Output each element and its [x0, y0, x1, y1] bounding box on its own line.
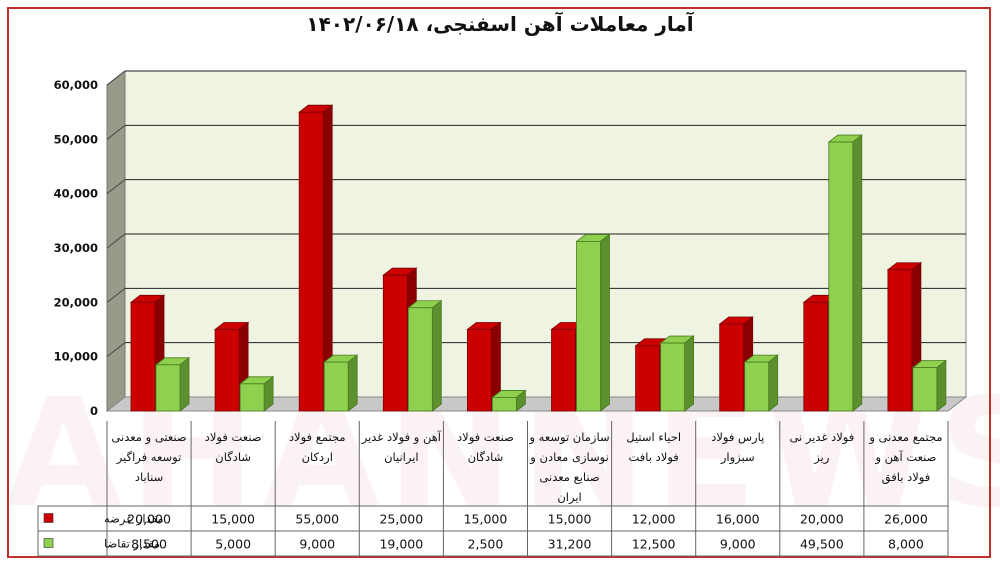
- bar-demand: [155, 364, 181, 412]
- bar-demand-side: [179, 356, 190, 412]
- x-category-label: ایران: [557, 490, 581, 505]
- bar-offer: [298, 111, 324, 412]
- data-value-label: 26,000: [884, 512, 928, 527]
- x-category-label: پارس فولاد: [711, 430, 764, 445]
- data-value-label: 31,200: [548, 537, 592, 552]
- bar-demand: [239, 383, 265, 412]
- data-value-label: 49,500: [800, 537, 844, 552]
- y-tick-label: 60,000: [54, 78, 98, 92]
- x-category-label: شادگان: [468, 450, 504, 464]
- data-value-label: 9,000: [299, 537, 335, 552]
- x-category-label: اردکان: [302, 450, 333, 465]
- data-value-label: 16,000: [716, 512, 760, 527]
- data-value-label: 25,000: [379, 512, 423, 527]
- bar-demand: [576, 241, 601, 412]
- data-value-label: 15,000: [464, 512, 508, 527]
- data-value-label: 9,000: [720, 537, 756, 552]
- data-value-label: 19,000: [379, 537, 423, 552]
- legend-label: مقدار عرضه: [104, 512, 164, 527]
- bar-offer: [382, 274, 408, 412]
- bar-demand-side: [600, 233, 610, 412]
- x-category-label: فولاد غدیر نی: [789, 430, 854, 445]
- gridline-side: [106, 70, 126, 86]
- x-category-label: ایرانیان: [384, 450, 419, 465]
- data-value-label: 5,000: [215, 537, 251, 552]
- data-value-label: 2,500: [468, 537, 504, 552]
- chart-title: آمار معاملات آهن اسفنجی، ۱۴۰۲/۰۶/۱۸: [306, 12, 694, 36]
- data-value-label: 8,500: [131, 537, 167, 552]
- data-value-label: 8,000: [888, 537, 924, 552]
- bar-offer: [719, 323, 745, 412]
- data-value-label: 15,000: [548, 512, 592, 527]
- y-tick-label: 30,000: [54, 241, 98, 255]
- bar-offer: [551, 329, 576, 412]
- bar-offer: [803, 301, 829, 412]
- gridline-side: [106, 287, 126, 303]
- bar-demand: [828, 141, 854, 412]
- bar-demand-side: [684, 335, 694, 412]
- data-value-label: 20,000: [127, 512, 171, 527]
- gridline-side: [106, 342, 126, 358]
- bar-demand-side: [431, 299, 442, 412]
- legend-label: مقدار تقاضا: [104, 537, 160, 552]
- data-value-label: 12,000: [632, 512, 676, 527]
- bar-demand-side: [936, 359, 947, 412]
- x-category-label: صنعتی و معدنی: [111, 430, 186, 445]
- legend-swatch: [43, 513, 54, 523]
- x-category-label: صنایع معدنی: [539, 470, 599, 484]
- x-category-label: سازمان توسعه و: [528, 430, 609, 445]
- x-category-label: صنعت فولاد: [457, 430, 514, 445]
- x-category-label: توسعه فراگیر: [116, 450, 181, 465]
- bar-offer: [130, 301, 156, 412]
- y-tick-label: 0: [90, 404, 98, 418]
- y-tick-label: 40,000: [54, 187, 98, 201]
- bar-demand: [660, 342, 685, 412]
- y-tick-label: 10,000: [54, 350, 98, 364]
- data-value-label: 55,000: [295, 512, 339, 527]
- x-category-label: آهن و فولاد غدیر: [361, 430, 442, 445]
- x-category-label: فولاد بافت: [629, 450, 679, 465]
- y-tick-label: 20,000: [54, 295, 98, 309]
- gridline-side: [106, 233, 126, 249]
- x-category-label: صنعت فولاد: [205, 430, 262, 445]
- x-category-label: سبزوار: [720, 450, 755, 465]
- data-value-label: 20,000: [800, 512, 844, 527]
- bar-demand: [323, 361, 349, 412]
- y-tick-label: 50,000: [54, 132, 98, 146]
- x-category-label: ریز: [813, 450, 829, 465]
- bar-demand-side: [347, 354, 358, 412]
- chart-frame: [7, 7, 991, 558]
- x-category-label: مجتمع معدنی و: [868, 430, 942, 445]
- bar-demand: [491, 397, 517, 412]
- bar-demand: [407, 307, 433, 412]
- x-category-label: مجتمع فولاد: [289, 430, 346, 445]
- bar-offer: [214, 329, 240, 412]
- x-category-label: فولاد بافق: [882, 470, 931, 485]
- x-category-label: شادگان: [215, 450, 251, 464]
- data-value-label: 15,000: [211, 512, 255, 527]
- gridline-side: [106, 179, 126, 195]
- bar-demand: [744, 361, 770, 412]
- bar-offer: [466, 329, 492, 412]
- x-category-label: احیاء استیل: [626, 430, 681, 444]
- x-category-label: صنعت آهن و: [874, 450, 936, 465]
- x-category-label: سناباد: [135, 470, 163, 484]
- data-value-label: 12,500: [632, 537, 676, 552]
- bar-offer: [887, 269, 913, 412]
- legend-swatch: [43, 538, 54, 548]
- gridline-side: [106, 124, 126, 140]
- x-category-label: نوسازی معادن و: [529, 450, 608, 465]
- bar-demand-side: [768, 354, 779, 412]
- bar-demand-side: [852, 134, 863, 412]
- bar-offer: [635, 345, 660, 412]
- bar-demand: [912, 367, 938, 412]
